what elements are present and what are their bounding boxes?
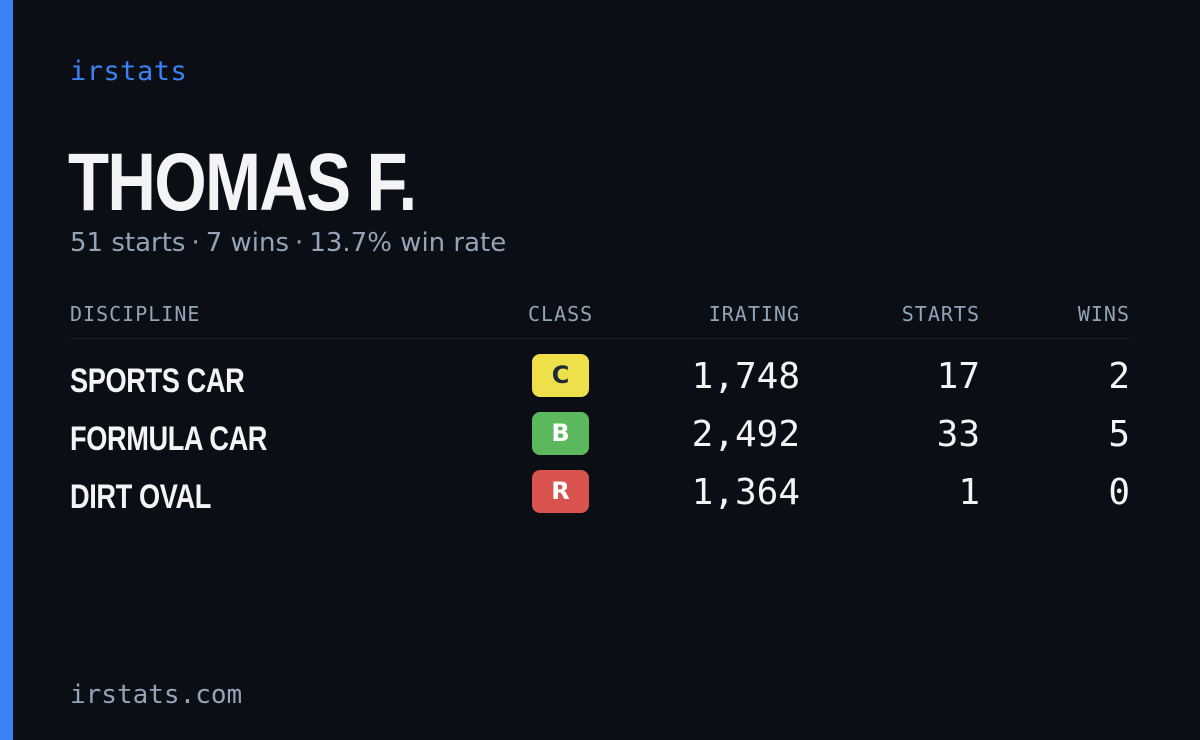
- accent-bar: [0, 0, 13, 740]
- header-class: CLASS: [528, 302, 594, 326]
- starts-value: 33: [936, 414, 980, 455]
- irating-value: 2,492: [691, 414, 800, 455]
- irating-value: 1,748: [691, 356, 800, 397]
- discipline-name: DIRT OVAL: [70, 478, 211, 516]
- discipline-name: FORMULA CAR: [70, 420, 268, 458]
- summary-separator: ·: [191, 228, 200, 258]
- discipline-table: SPORTS CAR C 1,748 17 2 FORMULA CAR B 2,…: [70, 352, 1130, 526]
- starts-value: 17: [936, 356, 980, 397]
- class-badge: R: [532, 470, 589, 513]
- header-discipline: DISCIPLINE: [70, 302, 201, 326]
- header-starts: STARTS: [901, 302, 980, 326]
- header-irating: IRATING: [708, 302, 800, 326]
- wins-value: 5: [1108, 414, 1130, 455]
- header-wins: WINS: [1077, 302, 1130, 326]
- table-row: FORMULA CAR B 2,492 33 5: [70, 410, 1130, 468]
- player-summary: 51 starts · 7 wins · 13.7% win rate: [70, 228, 506, 258]
- win-rate-summary: 13.7% win rate: [309, 228, 507, 258]
- class-badge: C: [532, 354, 589, 397]
- table-row: SPORTS CAR C 1,748 17 2: [70, 352, 1130, 410]
- wins-summary: 7 wins: [205, 228, 290, 258]
- irating-value: 1,364: [691, 472, 800, 513]
- class-badge: B: [532, 412, 589, 455]
- starts-summary: 51 starts: [70, 228, 186, 258]
- footer-url: irstats.com: [70, 680, 243, 710]
- summary-separator: ·: [295, 228, 304, 258]
- player-name: THOMAS F.: [68, 137, 417, 228]
- table-header: DISCIPLINE CLASS IRATING STARTS WINS: [70, 300, 1130, 339]
- wins-value: 2: [1108, 356, 1130, 397]
- discipline-name: SPORTS CAR: [70, 362, 245, 400]
- table-row: DIRT OVAL R 1,364 1 0: [70, 468, 1130, 526]
- brand-logo-text: irstats: [70, 56, 188, 87]
- starts-value: 1: [958, 472, 980, 513]
- wins-value: 0: [1108, 472, 1130, 513]
